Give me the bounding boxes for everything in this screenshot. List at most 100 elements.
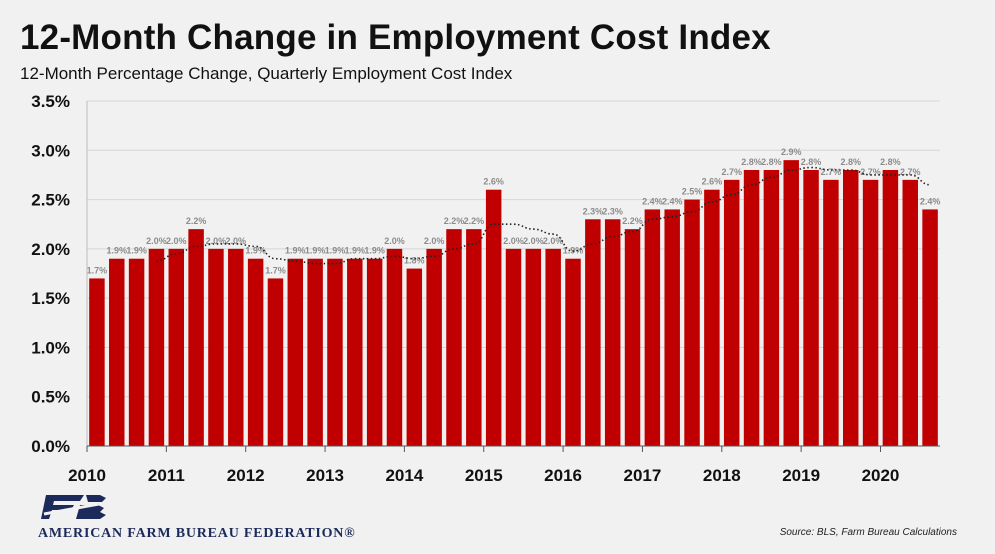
data-label: 2.0% [543, 236, 564, 246]
bar [644, 209, 661, 446]
data-label: 2.4% [662, 196, 683, 206]
x-tick-label: 2010 [68, 466, 106, 485]
x-tick-label: 2018 [703, 466, 741, 485]
data-label: 1.9% [245, 246, 266, 256]
x-tick-label: 2015 [465, 466, 503, 485]
bar [545, 248, 561, 446]
bar [803, 170, 819, 446]
bar [862, 179, 879, 446]
bar [882, 170, 899, 446]
bars [89, 160, 938, 446]
data-label: 2.0% [206, 236, 227, 246]
data-labels: 1.7%1.9% 1.9%2.0% 2.0%2.2%2.0% 2.0%1.9%1.7%… [87, 147, 941, 275]
bar [386, 248, 403, 446]
data-label: 1.9% [364, 246, 385, 256]
data-label: 1.9% [126, 246, 147, 256]
data-label: 2.2% [186, 216, 207, 226]
bar [366, 258, 383, 446]
y-tick-label: 0.5% [31, 388, 70, 407]
data-label: 2.5% [682, 187, 703, 197]
chart-title: 12-Month Change in Employment Cost Index [20, 18, 771, 57]
data-label: 2.8% [801, 157, 822, 167]
source-note: Source: BLS, Farm Bureau Calculations [779, 527, 957, 538]
bar [446, 229, 462, 446]
x-tick-label: 2016 [544, 466, 582, 485]
bar [426, 248, 442, 446]
data-label: 1.9% [106, 246, 127, 256]
x-tick-label: 2019 [782, 466, 820, 485]
bar [604, 219, 621, 446]
data-label: 2.2% [622, 216, 643, 226]
data-label: 2.7% [860, 167, 881, 177]
bar [168, 248, 185, 446]
bar [327, 258, 343, 446]
bar [902, 179, 918, 446]
x-tick-label: 2011 [148, 466, 185, 485]
x-tick-label: 2013 [306, 466, 344, 485]
x-tick-label: 2020 [862, 466, 900, 485]
data-label: 2.0% [523, 236, 544, 246]
y-tick-label: 2.0% [31, 240, 70, 259]
data-label: 2.8% [840, 157, 861, 167]
data-label: 2.0% [146, 236, 167, 246]
data-label: 2.0% [384, 236, 405, 246]
y-axis: 0.0% 0.5% 1.0% 1.5% 2.0% 2.5% 3.0% 3.5% [31, 92, 88, 456]
y-tick-label: 0.0% [31, 437, 70, 456]
data-label: 2.7% [821, 167, 842, 177]
bar [823, 179, 839, 446]
data-label: 2.8% [880, 157, 901, 167]
bar [505, 248, 522, 446]
bar [307, 258, 323, 446]
data-label: 2.0% [226, 236, 247, 246]
bar [247, 258, 264, 446]
data-label: 2.8% [761, 157, 782, 167]
bar [565, 258, 581, 446]
data-label: 1.9% [325, 246, 346, 256]
bar [208, 248, 224, 446]
bar [109, 258, 125, 446]
data-label: 1.8% [404, 256, 425, 266]
data-label: 2.2% [464, 216, 485, 226]
y-tick-label: 3.5% [31, 92, 70, 111]
bar [485, 189, 502, 446]
bar [188, 229, 204, 446]
x-axis: 2010 2011 2012 2013 2014 2015 2016 2017 2018 2019… [68, 445, 940, 485]
data-label: 2.0% [424, 236, 445, 246]
data-label: 2.6% [483, 177, 504, 187]
bar [783, 160, 799, 446]
y-tick-label: 1.0% [31, 338, 70, 357]
data-label: 1.9% [305, 246, 326, 256]
bar [228, 248, 244, 446]
farm-bureau-logo-icon [41, 495, 111, 519]
logo-wordmark: AMERICAN FARM BUREAU FEDERATION® [38, 526, 356, 541]
data-label: 1.9% [285, 246, 306, 256]
chart-subtitle: 12-Month Percentage Change, Quarterly Em… [20, 64, 513, 83]
data-label: 2.0% [166, 236, 187, 246]
data-label: 2.6% [702, 177, 723, 187]
bar [624, 229, 641, 446]
bar [525, 248, 542, 446]
data-label: 2.3% [602, 206, 623, 216]
bar [842, 170, 859, 446]
bar [148, 248, 165, 446]
bar [128, 258, 145, 446]
x-tick-label: 2017 [624, 466, 662, 485]
bar [89, 278, 105, 446]
data-label: 2.9% [781, 147, 802, 157]
data-label: 2.4% [920, 196, 941, 206]
bar [723, 179, 740, 446]
bar [704, 189, 720, 446]
data-label: 1.7% [87, 265, 108, 275]
bar [406, 268, 423, 446]
y-tick-label: 3.0% [31, 141, 70, 160]
trendline-path [156, 166, 931, 265]
bar [466, 229, 482, 446]
data-label: 2.2% [444, 216, 465, 226]
y-tick-label: 1.5% [31, 289, 70, 308]
bar [347, 258, 363, 446]
data-label: 2.7% [721, 167, 742, 177]
x-tick-label: 2014 [385, 466, 423, 485]
data-label: 2.3% [583, 206, 604, 216]
bar [664, 209, 680, 446]
bar [287, 258, 304, 446]
